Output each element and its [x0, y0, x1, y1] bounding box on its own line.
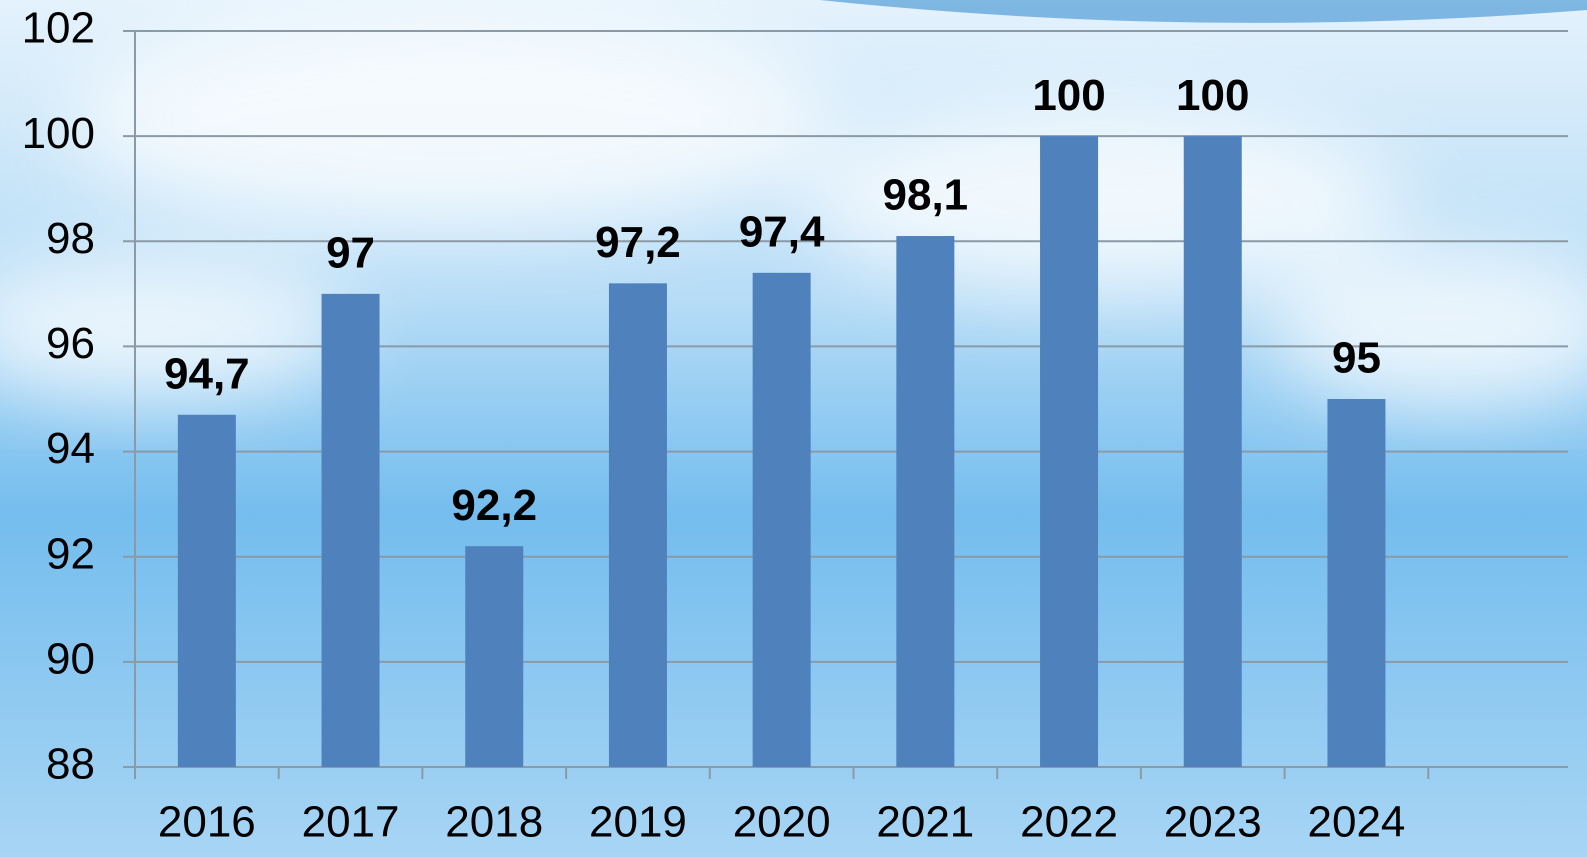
y-tick-label: 92: [46, 529, 95, 578]
bar: [752, 272, 811, 767]
clouds: [0, 10, 1587, 410]
bar: [1183, 136, 1242, 768]
bar: [177, 414, 236, 767]
y-tick-label: 96: [46, 319, 95, 368]
value-label: 94,7: [164, 349, 250, 398]
value-label: 97,2: [595, 218, 681, 267]
x-tick-label: 2019: [589, 798, 687, 847]
y-tick-label: 88: [46, 740, 95, 789]
value-label: 100: [1176, 71, 1249, 120]
x-tick-label: 2018: [445, 798, 543, 847]
x-tick-label: 2020: [733, 798, 831, 847]
value-label: 100: [1032, 71, 1105, 120]
bar: [1327, 399, 1386, 767]
value-label: 97,4: [739, 207, 825, 256]
x-tick-label: 2017: [302, 798, 400, 847]
decor-swoosh: [820, 0, 1587, 23]
value-label: 92,2: [451, 481, 537, 530]
bar: [608, 283, 667, 767]
y-tick-label: 100: [22, 109, 95, 158]
y-tick-label: 98: [46, 214, 95, 263]
y-tick-label: 94: [46, 424, 95, 473]
value-label: 95: [1332, 334, 1381, 383]
value-label: 97: [326, 228, 375, 277]
y-tick-label: 102: [22, 4, 95, 53]
x-tick-label: 2022: [1020, 798, 1118, 847]
y-tick-label: 90: [46, 634, 95, 683]
x-tick-label: 2023: [1164, 798, 1262, 847]
bar: [1040, 136, 1099, 768]
value-label: 98,1: [883, 171, 969, 220]
x-tick-label: 2021: [876, 798, 974, 847]
x-tick-label: 2024: [1308, 798, 1406, 847]
bar: [896, 236, 955, 767]
x-tick-label: 2016: [158, 798, 256, 847]
bar: [465, 546, 524, 767]
bar: [321, 293, 380, 767]
